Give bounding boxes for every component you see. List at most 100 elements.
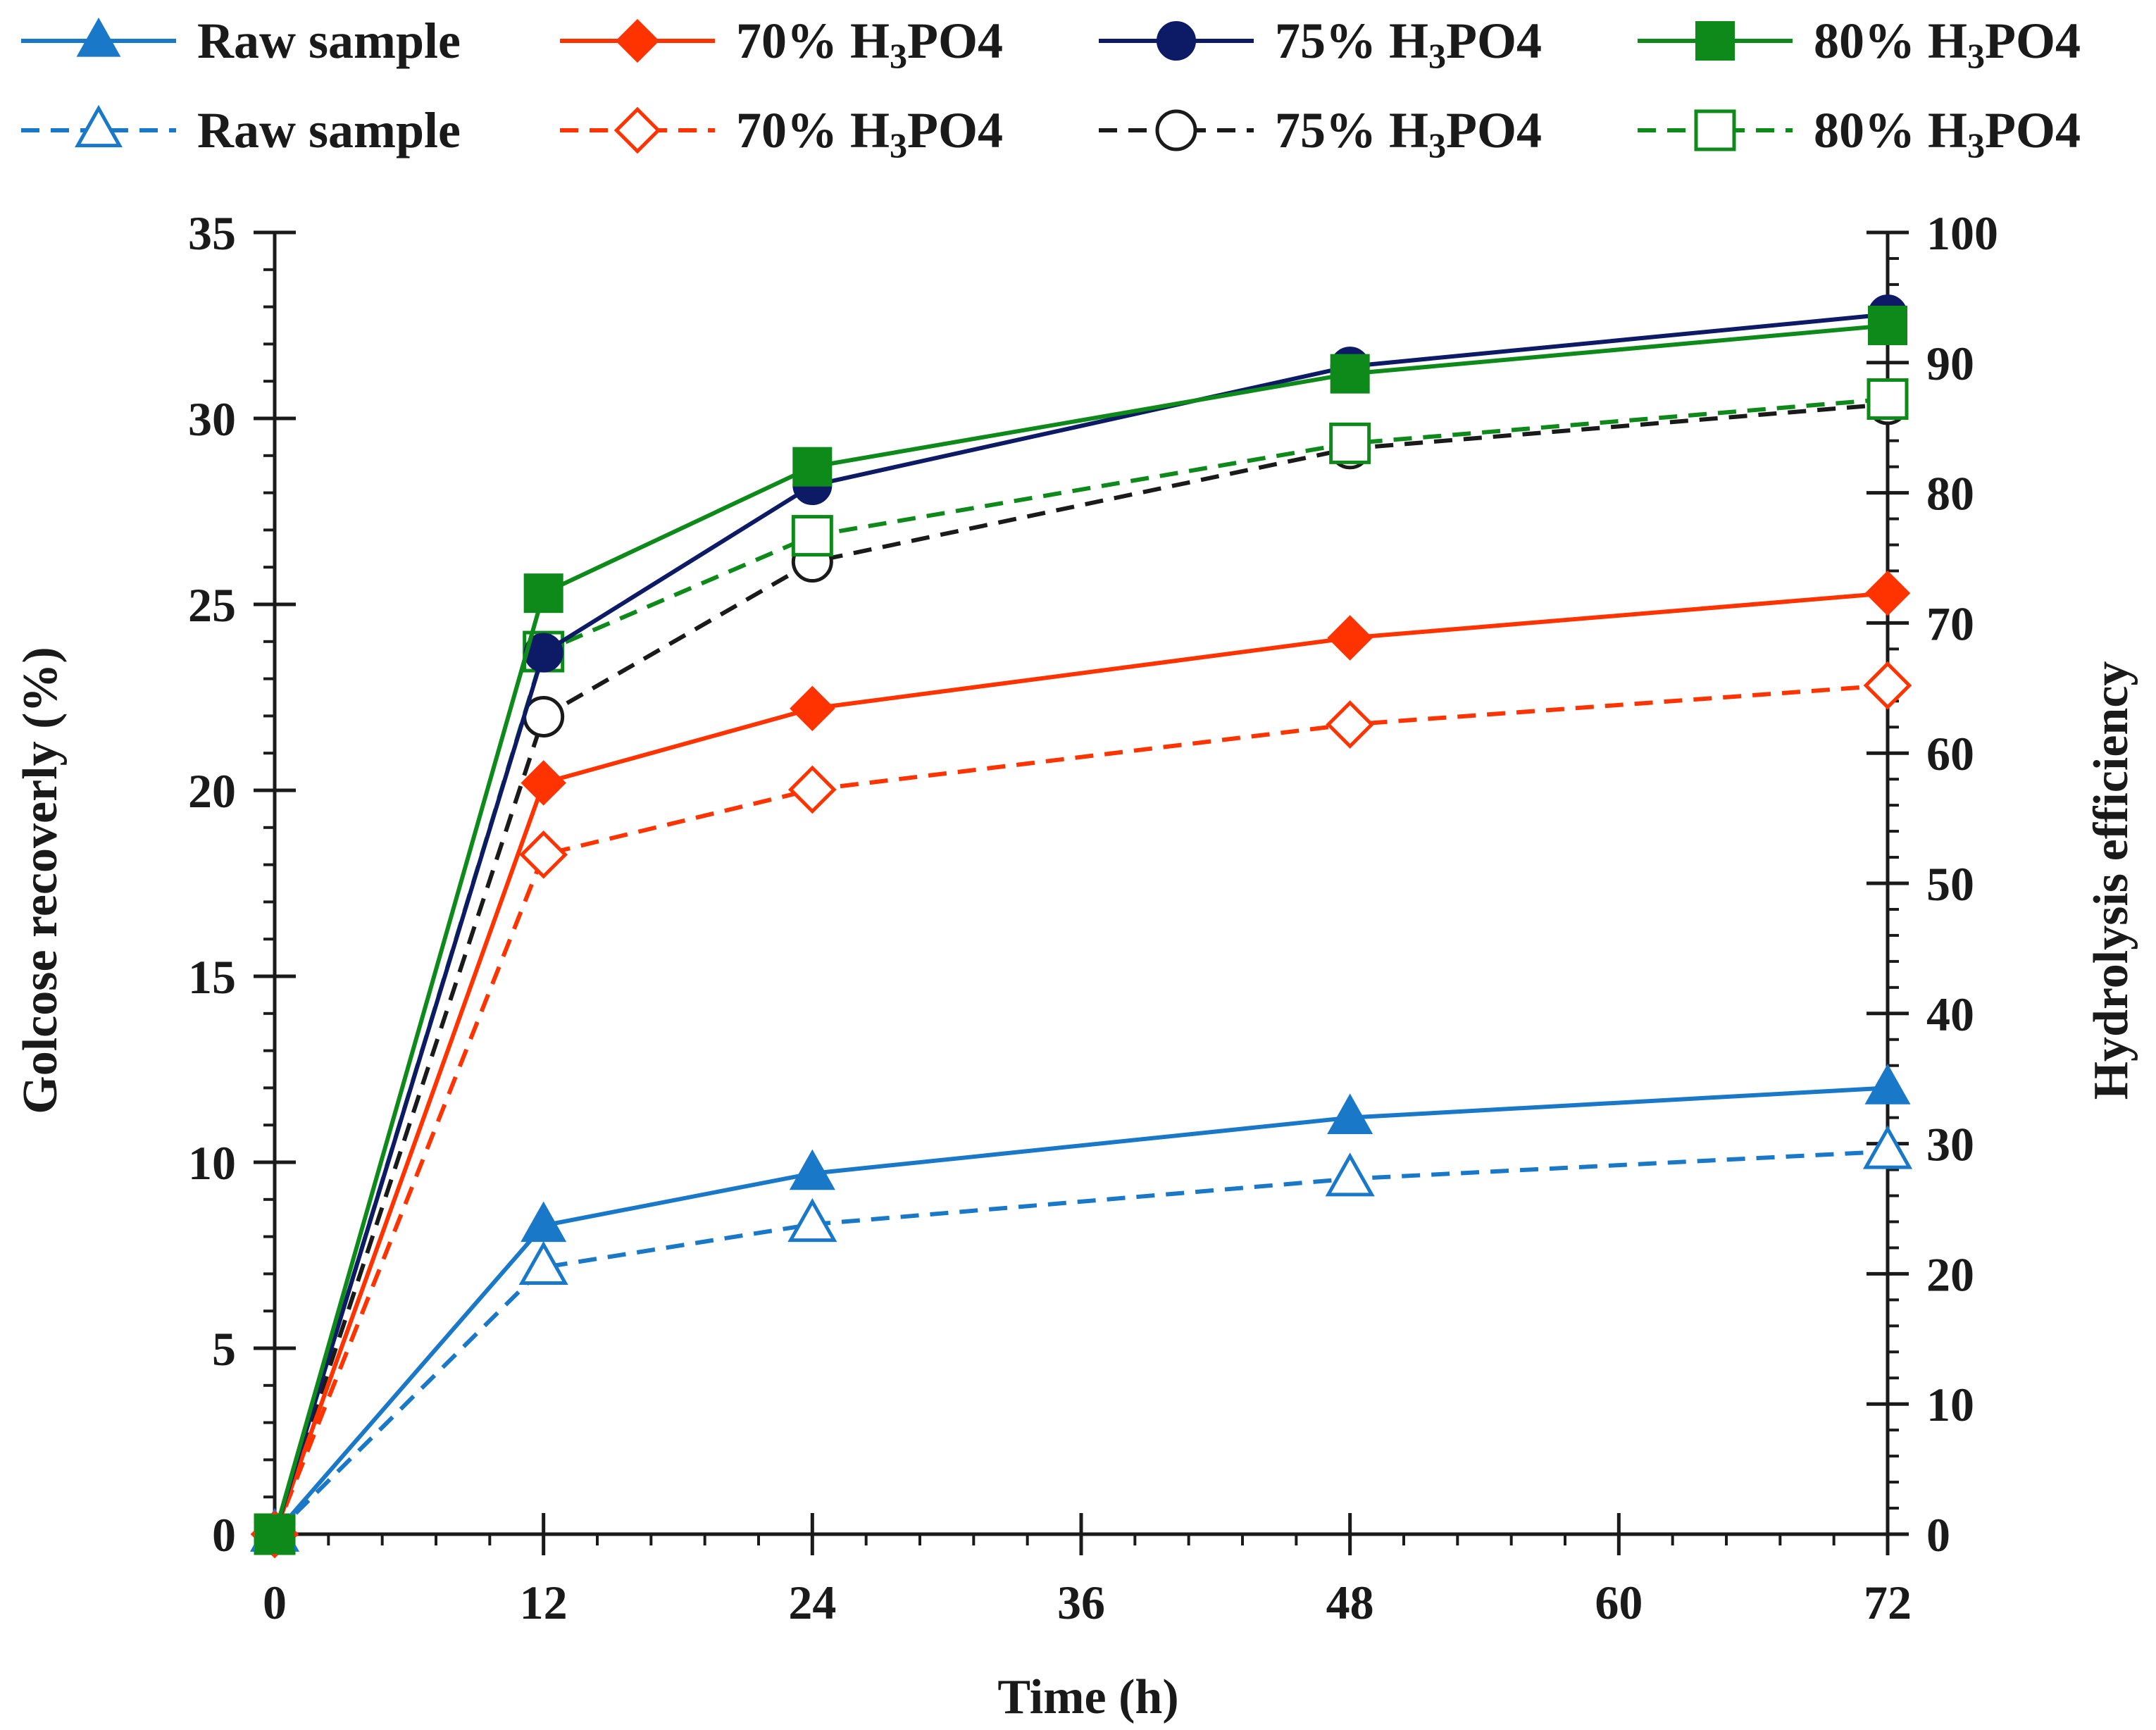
data-point (1325, 1152, 1375, 1197)
data-point (519, 830, 568, 879)
legend-label-tail: PO4 (1446, 13, 1542, 69)
data-point (792, 447, 833, 487)
y-tick-label: 0 (212, 1508, 236, 1562)
data-point (1864, 570, 1911, 616)
series-7 (254, 378, 1909, 1555)
legend-label-sub: 3 (1428, 125, 1446, 165)
data-point (1326, 700, 1375, 749)
y2-axis-title: Hydrolysis efficiency (2084, 661, 2138, 1100)
x-tick-label: 60 (1595, 1576, 1643, 1629)
y2-tick-label: 20 (1926, 1247, 1974, 1301)
data-point (1329, 422, 1371, 464)
legend-label: 80% H3PO4 (1814, 13, 2081, 75)
legend-label: 75% H3PO4 (1275, 13, 1542, 75)
x-tick-label: 24 (788, 1576, 836, 1629)
legend-label-sub: 3 (1428, 36, 1446, 75)
legend-label: 80% H3PO4 (1814, 102, 2081, 165)
y2-tick-label: 70 (1926, 597, 1974, 650)
data-point (787, 1197, 837, 1243)
y2-tick-label: 0 (1926, 1508, 1950, 1562)
y-tick-label: 30 (188, 392, 236, 446)
data-point (1330, 354, 1370, 394)
legend-marker (613, 106, 661, 154)
data-point (1864, 1064, 1911, 1104)
legend-marker (76, 17, 121, 57)
data-point (1327, 1093, 1373, 1135)
legend-label-tail: PO4 (1446, 102, 1542, 158)
legend-label-main: Raw sample (197, 102, 461, 158)
legend-marker (1694, 109, 1736, 151)
y2-tick-label: 30 (1926, 1118, 1974, 1171)
legend-marker (1155, 109, 1197, 151)
y-tick-label: 25 (188, 578, 236, 632)
legend-label: Raw sample (197, 102, 461, 158)
series-line (273, 683, 1888, 1536)
legend-item: 70% H3PO4 (560, 102, 1003, 165)
series-6 (254, 383, 1909, 1555)
data-point (521, 1201, 567, 1243)
series-0 (251, 1064, 1911, 1551)
data-point (1327, 615, 1373, 661)
data-point (789, 1149, 835, 1190)
x-tick-label: 12 (520, 1576, 568, 1629)
y2-tick-label: 100 (1926, 206, 1998, 260)
x-tick-label: 0 (263, 1576, 287, 1629)
series-1 (251, 570, 1911, 1557)
x-axis-title: Time (h) (997, 1670, 1178, 1724)
data-point (521, 760, 566, 806)
legend-item: 80% H3PO4 (1638, 102, 2081, 165)
series-line (273, 397, 1888, 1535)
legend-label-sub: 3 (1967, 36, 1985, 75)
y2-tick-label: 40 (1926, 988, 1974, 1041)
legend-label-main: 80% H (1814, 102, 1967, 158)
legend-label-sub: 3 (890, 36, 907, 75)
y-tick-label: 15 (188, 950, 236, 1004)
series-line (273, 402, 1888, 1535)
y-axis-title: Golcose recoverly (%) (13, 647, 68, 1114)
series-layer (249, 294, 1913, 1559)
legend: Raw sample 70% H3PO4 75% H3PO4 80% H3PO4Raw… (21, 13, 2081, 165)
legend-marker (75, 104, 123, 148)
legend-item: 75% H3PO4 (1099, 13, 1542, 75)
y-tick-label: 5 (212, 1322, 236, 1376)
series-2 (255, 294, 1907, 1554)
series-3 (255, 306, 1907, 1554)
data-point (787, 765, 837, 814)
legend-label-sub: 3 (1967, 125, 1985, 165)
data-point (790, 685, 835, 732)
legend-item: Raw sample (21, 13, 461, 69)
legend-label-main: Raw sample (197, 13, 461, 69)
legend-label: Raw sample (197, 13, 461, 69)
legend-item: 80% H3PO4 (1638, 13, 2081, 75)
legend-label-sub: 3 (890, 125, 907, 165)
data-point (518, 1240, 568, 1286)
legend-label-tail: PO4 (907, 102, 1003, 158)
legend-label-tail: PO4 (1985, 13, 2081, 69)
axes: 0 5 10 15 20 25 30 35 0 10 20 30 40 50 60 70 80 90 100 0 12 2… (188, 206, 1998, 1629)
data-point (1863, 661, 1912, 710)
x-tick-label: 36 (1057, 1576, 1105, 1629)
legend-item: 75% H3PO4 (1099, 102, 1542, 165)
legend-label: 70% H3PO4 (736, 102, 1003, 165)
data-point (1868, 306, 1907, 345)
data-point (523, 573, 563, 614)
data-point (1862, 1125, 1913, 1169)
y-tick-label: 35 (188, 206, 236, 260)
y2-tick-label: 80 (1926, 467, 1974, 521)
y2-tick-label: 50 (1926, 857, 1974, 911)
legend-label-main: 70% H (736, 102, 890, 158)
series-line (273, 323, 1888, 1535)
legend-label-tail: PO4 (907, 13, 1003, 69)
legend-label: 75% H3PO4 (1275, 102, 1542, 165)
legend-item: 70% H3PO4 (560, 13, 1003, 75)
legend-label-main: 75% H (1275, 102, 1428, 158)
data-point (791, 515, 833, 557)
y2-tick-label: 90 (1926, 337, 1974, 390)
legend-label: 70% H3PO4 (736, 13, 1003, 75)
legend-label-main: 70% H (736, 13, 890, 69)
legend-marker (1695, 21, 1735, 61)
series-4 (249, 1125, 1913, 1552)
legend-label-tail: PO4 (1985, 102, 2081, 158)
legend-marker (1157, 21, 1196, 61)
